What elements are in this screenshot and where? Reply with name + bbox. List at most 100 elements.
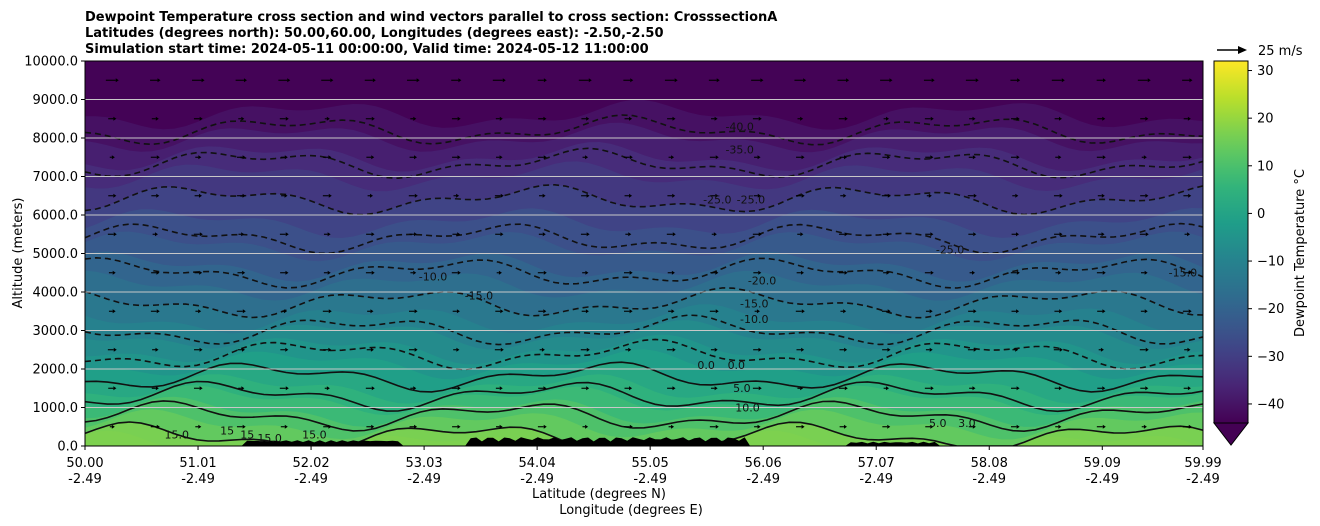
- wind-vector-head: [413, 116, 417, 121]
- wind-vector-head: [1102, 270, 1106, 275]
- y-axis-ticks: 0.0 1000.0 2000.0 3000.0 4000.0 5000.0 6000.0 7…: [24, 55, 85, 455]
- colorbar: 30 20 10 0 −10 −20 −30 −40 Dewpoint Temperature…: [1212, 60, 1308, 446]
- wind-vector-head: [242, 155, 246, 160]
- wind-vector-head: [1145, 232, 1149, 237]
- wind-vector-head: [414, 309, 418, 314]
- wind-vector-head: [113, 347, 117, 352]
- wind-vector-head: [1188, 424, 1192, 429]
- wind-vector-head: [886, 270, 890, 275]
- wind-vector-head: [414, 155, 418, 160]
- colorbar-tick-label: −20: [1257, 302, 1284, 317]
- wind-vector-head: [801, 155, 805, 160]
- wind-vector-head: [541, 347, 545, 352]
- wind-vector-head: [588, 78, 592, 83]
- wind-vector-head: [155, 116, 159, 121]
- gridlines: [85, 99, 1203, 408]
- wind-vector-head: [414, 347, 418, 352]
- wind-vector-head: [758, 116, 762, 121]
- wind-vector-head: [714, 116, 718, 121]
- chart-title-line-3: Simulation start time: 2024-05-11 00:00:…: [85, 42, 649, 57]
- wind-vector-head: [629, 386, 633, 391]
- wind-vector-head: [242, 309, 246, 314]
- y-tick-label: 9000.0: [33, 93, 79, 108]
- wind-vector-head: [801, 347, 805, 352]
- wind-vector-head: [671, 424, 675, 429]
- wind-vector-head: [111, 155, 115, 160]
- wind-vector-head: [887, 347, 891, 352]
- wind-vector-head: [543, 309, 547, 314]
- x-axis-label-2: Longitude (degrees E): [559, 503, 703, 518]
- wind-vector-head: [672, 347, 676, 352]
- wind-vector-head: [156, 155, 160, 160]
- wind-vector-head: [715, 155, 719, 160]
- wind-vector-head: [972, 116, 976, 121]
- wind-vector-head: [328, 424, 332, 429]
- x-tick-label-lat: 56.06: [745, 456, 782, 471]
- wind-vector-head: [1100, 347, 1104, 352]
- y-tick-label: 0.0: [57, 440, 78, 455]
- wind-vector-head: [243, 78, 247, 83]
- x-axis-label: Latitude (degrees N): [532, 487, 666, 502]
- wind-vector-head: [1188, 309, 1192, 314]
- wind-vector-head: [586, 116, 590, 121]
- x-tick-label-lat: 54.04: [519, 456, 556, 471]
- y-tick-label: 5000.0: [33, 247, 79, 262]
- wind-vector-head: [499, 386, 503, 391]
- x-axis-ticks: 50.00-2.4951.01-2.4952.02-2.4953.03-2.49…: [66, 446, 1222, 487]
- contour-band: [85, 61, 1203, 130]
- x-tick-label-lon: -2.49: [746, 472, 780, 487]
- wind-vector-head: [672, 386, 676, 391]
- x-tick-label-lat: 52.02: [292, 456, 329, 471]
- wind-vector-head: [330, 78, 334, 83]
- colorbar-tick-label: −40: [1257, 397, 1284, 412]
- wind-vector-head: [671, 155, 675, 160]
- contour-line: [85, 183, 1203, 216]
- wind-vector-head: [1102, 155, 1106, 160]
- wind-vector-head: [371, 232, 375, 237]
- plot-area: -40.0 -35.0 -25.0 -25.0 -25.0 -10.0 -15.0 -20.0…: [85, 61, 1203, 446]
- wind-vector-head: [284, 424, 288, 429]
- y-tick-label: 6000.0: [33, 209, 79, 224]
- wind-vector-head: [499, 116, 503, 121]
- contour-label: -40.0: [725, 120, 753, 133]
- wind-vector-head: [500, 347, 504, 352]
- x-tick-label-lat: 58.08: [971, 456, 1008, 471]
- wind-vector-head: [112, 270, 116, 275]
- wind-vector-head: [283, 309, 287, 314]
- wind-vector-head: [327, 232, 331, 237]
- wind-vector-head: [498, 270, 502, 275]
- chart-title-line-1: Dewpoint Temperature cross section and w…: [85, 10, 777, 25]
- wind-vector-head: [1016, 116, 1020, 121]
- wind-vector-head: [457, 116, 461, 121]
- wind-vector-head: [1059, 193, 1063, 198]
- wind-vector-head: [628, 232, 632, 237]
- wind-vector-head: [930, 386, 934, 391]
- wind-vector-head: [714, 386, 718, 391]
- wind-vector-head: [1102, 309, 1106, 314]
- wind-vector-head: [843, 424, 847, 429]
- contour-label: -25.0: [703, 193, 731, 206]
- wind-vector-head: [1015, 193, 1019, 198]
- terrain-silhouette: [85, 437, 1203, 446]
- wind-vector-head: [1144, 270, 1148, 275]
- wind-vector-head: [500, 232, 504, 237]
- wind-vector-head: [456, 193, 460, 198]
- wind-vector-head: [672, 232, 676, 237]
- wind-vector-head: [930, 424, 934, 429]
- wind-vector-head: [499, 155, 503, 160]
- contour-label: 0.0: [728, 359, 746, 372]
- colorbar-label: Dewpoint Temperature °C: [1293, 169, 1308, 337]
- wind-vector-head: [671, 309, 675, 314]
- wind-vector-head: [886, 232, 890, 237]
- wind-vector-head: [715, 193, 719, 198]
- wind-vector-head: [843, 155, 847, 160]
- wind-vector-head: [1187, 116, 1191, 121]
- wind-vector-head: [714, 347, 718, 352]
- wind-vector-head: [285, 347, 289, 352]
- wind-vector-head: [973, 309, 977, 314]
- wind-vector-head: [241, 386, 245, 391]
- contour-labels: -40.0 -35.0 -25.0 -25.0 -25.0 -10.0 -15.0 -20.0…: [165, 120, 1198, 445]
- wind-vector-head: [1144, 309, 1148, 314]
- wind-vector-head: [629, 270, 633, 275]
- wind-vector-head: [112, 309, 116, 314]
